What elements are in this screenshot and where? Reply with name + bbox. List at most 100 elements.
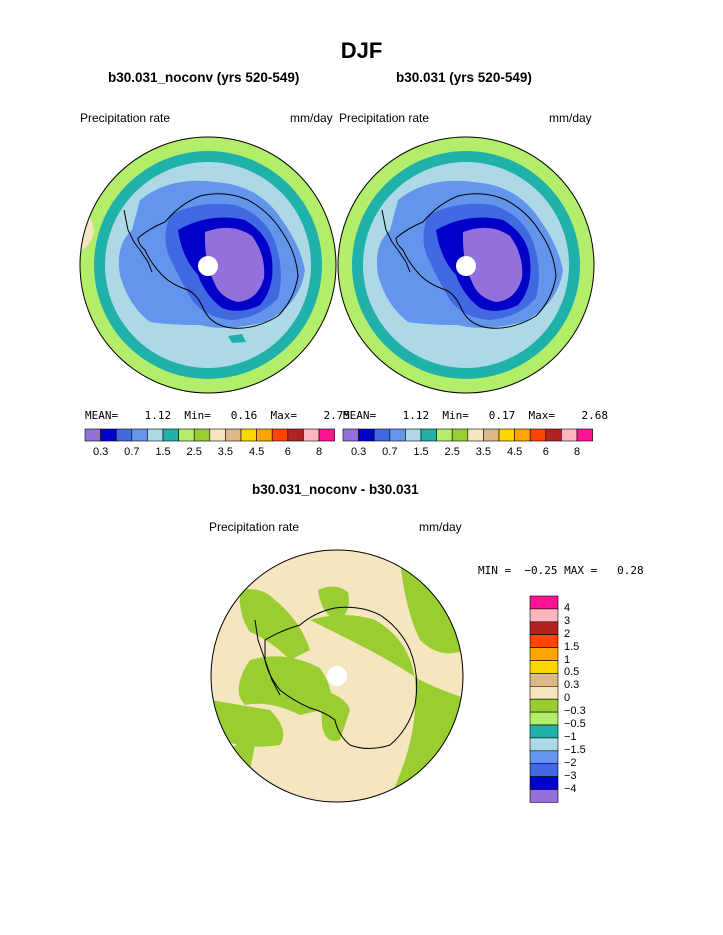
right-colorbar: [342, 428, 593, 442]
diff-colorbar-swatch-3: [529, 634, 559, 648]
diff-antarctica-outline: [264, 606, 418, 749]
right-colorbar-swatch-1: [358, 428, 375, 442]
right-colorbar-swatch-10: [498, 428, 515, 442]
diff-colorbar-label: −1.5: [564, 743, 586, 756]
right-colorbar-swatch-15: [576, 428, 593, 442]
right-colorbar-swatch-8: [467, 428, 484, 442]
left-panel-title: b30.031_noconv (yrs 520-549): [108, 70, 300, 85]
diff-colorbar-swatch-11: [529, 737, 559, 752]
left-colorbar-swatch-4: [147, 428, 164, 442]
left-colorbar-swatch-13: [287, 428, 304, 442]
right-colorbar-swatch-9: [483, 428, 500, 442]
diff-colorbar-label: −4: [564, 782, 577, 795]
left-mean-label: MEAN=: [85, 409, 119, 422]
right-colorbar-tick-label: 6: [542, 446, 549, 458]
left-colorbar-swatch-6: [178, 428, 195, 442]
right-colorbar-swatch-2: [373, 428, 391, 442]
left-colorbar-tick-label: 4.5: [248, 446, 265, 458]
right-colorbar-tick-label: 4.5: [506, 446, 523, 458]
diff-colorbar-swatch-15: [529, 789, 559, 803]
right-colorbar-swatch-4: [405, 428, 422, 442]
left-units-label: mm/day: [290, 111, 333, 125]
right-colorbar-tick-label: 0.7: [382, 446, 398, 458]
right-colorbar-swatch-11: [514, 428, 531, 442]
diff-min-label: MIN =: [478, 564, 512, 577]
diff-colorbar: [529, 595, 559, 803]
right-colorbar-tick-label: 1.5: [413, 446, 429, 458]
diff-colorbar-label: 4: [564, 601, 571, 614]
right-colorbar-tick-label: 3.5: [475, 446, 492, 458]
left-colorbar: [84, 428, 335, 442]
right-mean-label: MEAN=: [343, 409, 377, 422]
right-colorbar-swatch-14: [561, 428, 578, 442]
right-colorbar-swatch-0: [342, 428, 359, 442]
diff-colorbar-label: 3: [564, 614, 571, 627]
left-colorbar-swatch-7: [193, 428, 211, 442]
left-colorbar-swatch-0: [84, 428, 101, 442]
diff-colorbar-label: 2: [564, 627, 571, 640]
main-title: DJF: [340, 38, 383, 63]
diff-colorbar-swatch-12: [529, 750, 559, 764]
left-max-value: 2.75: [323, 409, 351, 422]
diff-colorbar-label: 0.3: [564, 679, 580, 692]
right-antarctica-outline: [395, 193, 557, 329]
right-colorbar-tick-label: 2.5: [444, 446, 460, 458]
right-stats: MEAN= 1.12 Min= 0.17 Max= 2.68: [343, 409, 608, 422]
left-colorbar-swatch-8: [209, 428, 226, 442]
diff-variable-label: Precipitation rate: [209, 520, 300, 534]
diff-colorbar-label: −0.5: [564, 718, 586, 730]
diff-max-label: MAX =: [564, 564, 598, 577]
right-colorbar-swatch-12: [529, 428, 547, 442]
diff-units-label: mm/day: [419, 520, 462, 534]
right-colorbar-swatch-3: [389, 428, 406, 442]
left-colorbar-tick-label: 1.5: [155, 446, 171, 458]
diff-colorbar-label: −2: [564, 756, 577, 769]
diff-panel-title: b30.031_noconv - b30.031: [252, 482, 419, 497]
diff-colorbar-label: −3: [564, 769, 577, 782]
diff-colorbar-swatch-13: [529, 763, 559, 777]
left-min-value: 0.16: [230, 409, 258, 422]
diff-colorbar-label: 1.5: [564, 640, 580, 653]
right-colorbar-swatch-13: [545, 428, 562, 442]
diff-colorbar-swatch-9: [529, 711, 559, 726]
right-min-value: 0.17: [488, 409, 516, 422]
right-min-label: Min=: [442, 409, 469, 422]
right-colorbar-swatch-5: [420, 428, 437, 442]
left-colorbar-swatch-2: [115, 428, 133, 442]
diff-colorbar-swatch-14: [529, 776, 559, 790]
left-colorbar-swatch-14: [303, 428, 320, 442]
left-min-label: Min=: [184, 409, 211, 422]
left-max-label: Max=: [270, 409, 298, 422]
diff-colorbar-label: −1: [564, 730, 577, 743]
diff-colorbar-label: 0: [564, 692, 571, 705]
left-colorbar-tick-label: 2.5: [186, 446, 202, 458]
left-colorbar-tick-label: 0.7: [124, 446, 140, 458]
right-colorbar-tick-label: 8: [573, 446, 581, 458]
diff-colorbar-label: −0.3: [564, 705, 586, 718]
diff-colorbar-swatch-2: [529, 621, 559, 635]
diff-colorbar-swatch-8: [529, 698, 559, 713]
left-antarctica-outline: [137, 193, 299, 329]
diff-colorbar-swatch-5: [529, 660, 559, 674]
right-colorbar-swatch-7: [451, 428, 469, 442]
left-colorbar-swatch-3: [131, 428, 148, 442]
diff-colorbar-label: 0.5: [564, 666, 580, 679]
right-colorbar-tick-label: 0.3: [350, 446, 367, 458]
left-colorbar-swatch-12: [271, 428, 289, 442]
left-stats: MEAN= 1.12 Min= 0.16 Max= 2.75: [85, 409, 350, 422]
right-mean-value: 1.12: [402, 409, 430, 422]
diff-colorbar-swatch-4: [529, 647, 559, 661]
diff-max-value: 0.28: [617, 564, 644, 577]
left-mean-value: 1.12: [144, 409, 172, 422]
left-variable-label: Precipitation rate: [80, 111, 171, 125]
left-colorbar-swatch-9: [225, 428, 242, 442]
diff-colorbar-swatch-7: [529, 685, 559, 700]
diff-stats: MIN = −0.25 MAX = 0.28: [478, 564, 644, 577]
left-colorbar-swatch-15: [318, 428, 335, 442]
right-max-label: Max=: [528, 409, 556, 422]
right-panel-title: b30.031 (yrs 520-549): [396, 70, 532, 85]
left-colorbar-tick-label: 3.5: [217, 446, 234, 458]
right-colorbar-swatch-6: [436, 428, 453, 442]
diff-colorbar-swatch-10: [529, 724, 559, 739]
